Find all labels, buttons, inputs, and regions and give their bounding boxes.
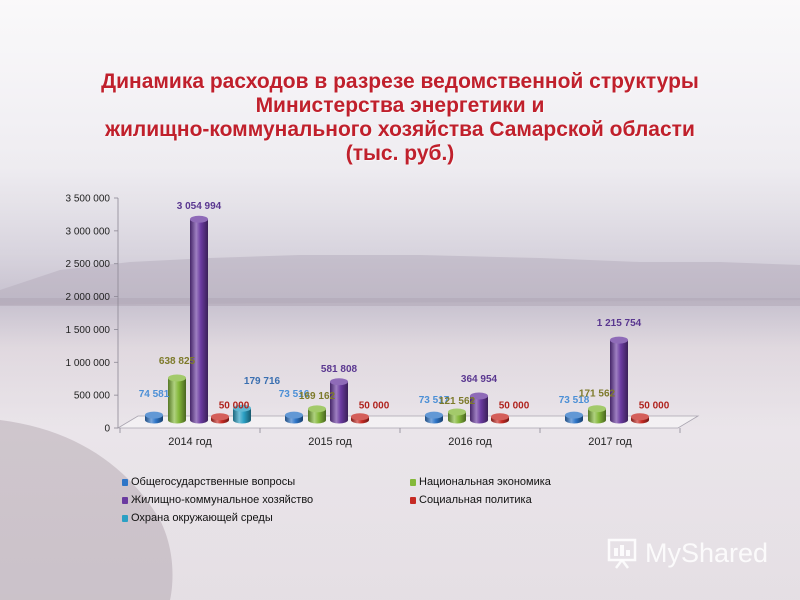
y-tick-label: 3 500 000 (66, 194, 111, 205)
bar-body (330, 381, 348, 424)
bar (491, 413, 509, 424)
legend-swatch (410, 496, 416, 504)
legend-swatch (410, 478, 416, 486)
legend-label: Жилищно-коммунальное хозяйство (131, 494, 314, 506)
bar-top (308, 405, 326, 413)
bar-body (308, 408, 326, 424)
bar (448, 408, 466, 424)
y-tick-label: 2 000 000 (66, 292, 111, 303)
bar (565, 411, 583, 424)
legend-item: Жилищно-коммунальное хозяйство (122, 494, 313, 506)
legend-item: Национальная экономика (410, 476, 551, 488)
legend-item: Социальная политика (410, 494, 532, 506)
bar-top (565, 411, 583, 419)
bar-top (351, 413, 369, 421)
y-tick-label: 500 000 (74, 391, 111, 402)
bar-body (233, 408, 251, 424)
legend-swatch (122, 496, 128, 504)
title-line: жилищно-коммунального хозяйства Самарско… (105, 118, 695, 141)
bar-body (588, 408, 606, 424)
bar-top (211, 413, 229, 421)
data-label: 50 000 (359, 401, 390, 412)
title-line: (тыс. руб.) (345, 142, 455, 165)
x-category-label: 2015 год (308, 436, 352, 448)
y-tick-label: 0 (104, 424, 110, 435)
bar (233, 404, 251, 424)
bar (425, 411, 443, 424)
y-tick-label: 1 500 000 (66, 325, 111, 336)
data-label: 73 516 (279, 389, 310, 400)
bar (330, 378, 348, 424)
bar-top (448, 408, 466, 416)
data-label: 364 954 (461, 374, 498, 385)
title-line: Министерства энергетики и (255, 94, 545, 117)
legend-swatch (122, 478, 128, 486)
chart-title: Динамика расходов в разрезе ведомственно… (40, 70, 760, 166)
data-label: 50 000 (499, 401, 530, 412)
data-label: 121 562 (439, 396, 476, 407)
x-category-label: 2014 год (168, 436, 212, 448)
data-label: 50 000 (639, 401, 670, 412)
x-category-label: 2017 год (588, 436, 632, 448)
bar-top (233, 404, 251, 412)
myshared-logo: MyShared (607, 536, 777, 572)
bar-top (631, 413, 649, 421)
data-label: 50 000 (219, 401, 250, 412)
legend-swatch (122, 514, 128, 522)
bar-body (610, 340, 628, 424)
bar-top (588, 405, 606, 413)
y-tick-label: 1 000 000 (66, 358, 111, 369)
data-label: 3 054 994 (177, 201, 222, 212)
y-tick-label: 2 500 000 (66, 259, 111, 270)
data-label: 171 562 (579, 389, 616, 400)
data-label: 74 581 (139, 389, 170, 400)
chart-floor (116, 415, 700, 429)
bar (588, 405, 606, 424)
bar-top (610, 336, 628, 344)
bar (610, 336, 628, 424)
legend-label: Охрана окружающей среды (131, 512, 273, 524)
bar (308, 405, 326, 424)
legend-item: Охрана окружающей среды (122, 512, 273, 524)
presentation-icon (607, 538, 637, 569)
data-label: 638 825 (159, 356, 196, 367)
bar (168, 374, 186, 424)
bar (470, 392, 488, 424)
legend-item: Общегосударственные вопросы (122, 476, 295, 488)
bar-top (285, 411, 303, 419)
bar-body (168, 378, 186, 424)
bar-top (190, 215, 208, 223)
bar-top (491, 413, 509, 421)
bar (145, 411, 163, 424)
logo-text: MyShared (645, 538, 769, 568)
bar-top (168, 374, 186, 382)
data-label: 179 716 (244, 376, 281, 387)
legend-label: Общегосударственные вопросы (131, 476, 296, 488)
bar (211, 413, 229, 424)
data-label: 169 162 (299, 391, 336, 402)
data-label: 581 808 (321, 364, 358, 375)
data-label: 73 518 (559, 395, 590, 406)
y-tick-label: 3 000 000 (66, 226, 111, 237)
legend-label: Национальная экономика (419, 476, 551, 488)
bar-top (470, 392, 488, 400)
bar-top (425, 411, 443, 419)
title-line: Динамика расходов в разрезе ведомственно… (101, 70, 699, 93)
bar (351, 413, 369, 424)
x-category-label: 2016 год (448, 436, 492, 448)
bar (190, 215, 208, 424)
bar (631, 413, 649, 424)
data-label: 1 215 754 (597, 318, 642, 329)
bar-top (330, 378, 348, 386)
bar-body (190, 219, 208, 424)
bar (285, 411, 303, 424)
data-label: 73 517 (419, 395, 450, 406)
bar-body (470, 396, 488, 424)
bar-top (145, 411, 163, 419)
legend-label: Социальная политика (419, 494, 532, 506)
